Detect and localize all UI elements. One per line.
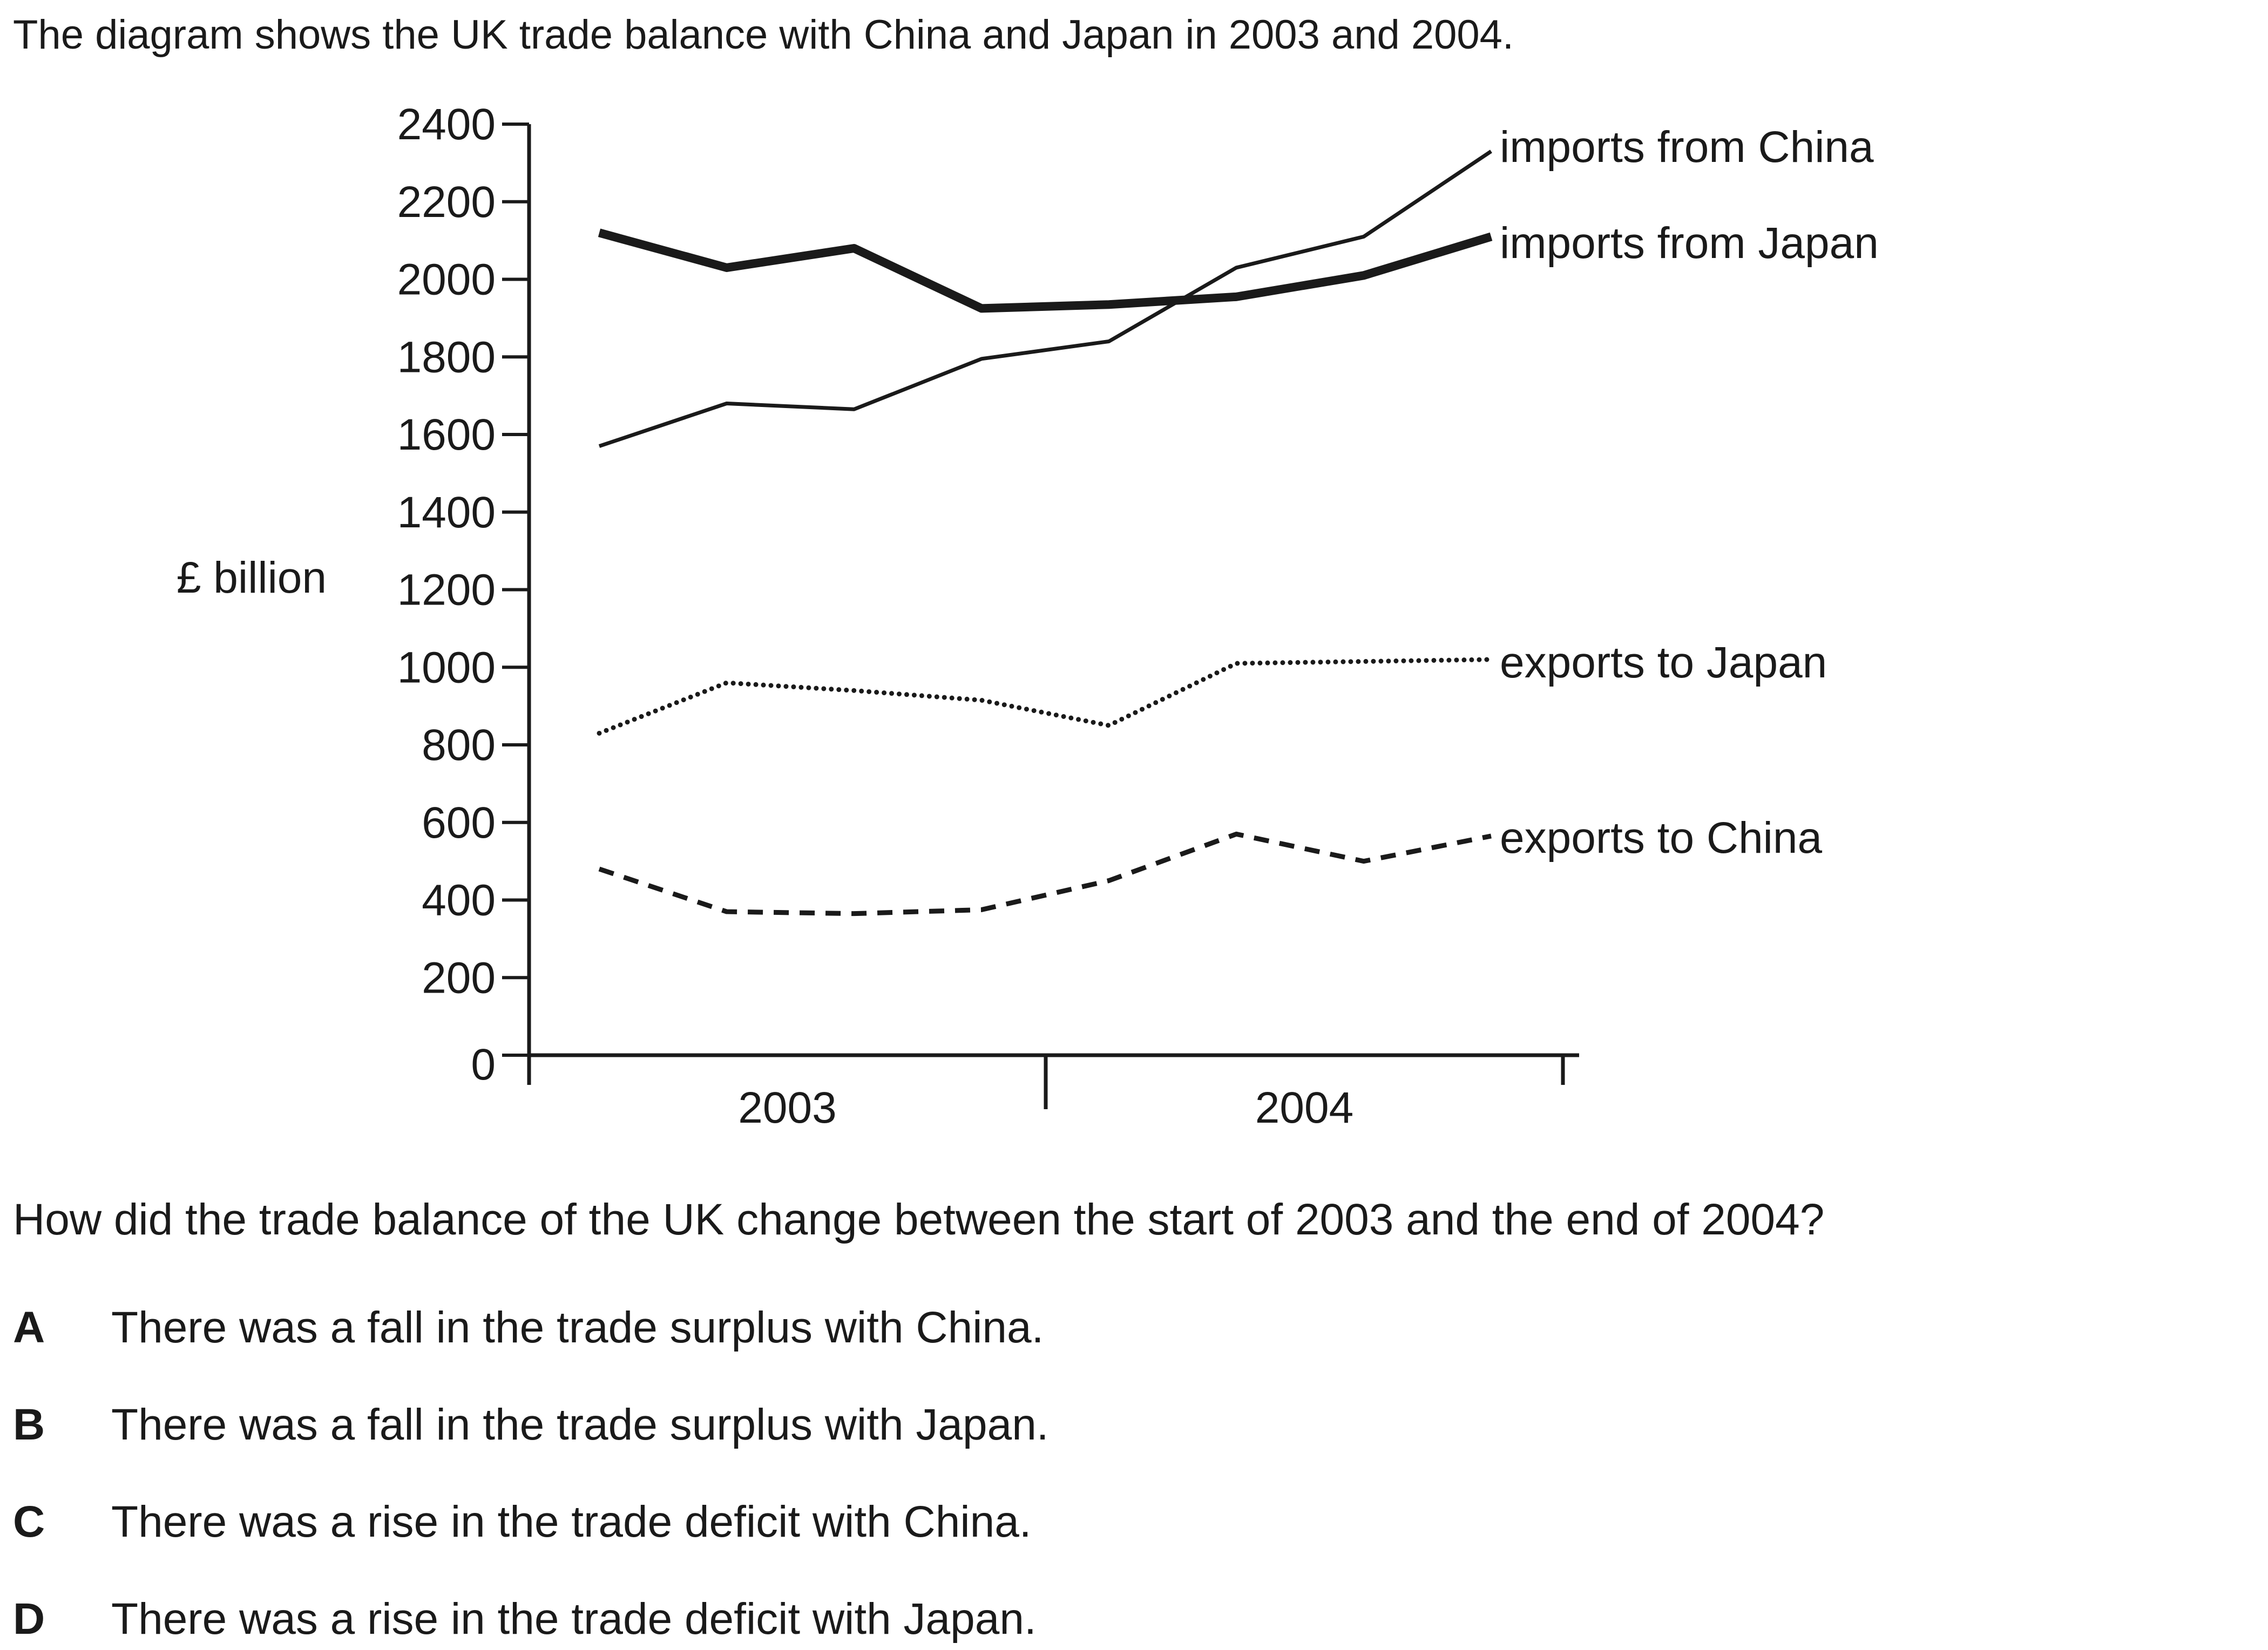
- series-line-exports-to-Japan: [597, 657, 1494, 736]
- y-tick-label: 1800: [397, 332, 496, 382]
- x-year-label: 2004: [1255, 1083, 1353, 1132]
- series-line-imports-from-Japan: [598, 228, 1493, 313]
- y-tick-label: 1400: [397, 488, 496, 537]
- series-lines: [597, 150, 1494, 916]
- option-b-letter: B: [13, 1400, 45, 1449]
- question-text: How did the trade balance of the UK chan…: [13, 1195, 1825, 1244]
- option-a-letter: A: [13, 1303, 45, 1352]
- y-tick-label: 1000: [397, 643, 496, 692]
- option-d-text: There was a rise in the trade deficit wi…: [111, 1594, 1037, 1644]
- series-line-imports-from-China: [598, 150, 1492, 448]
- series-line-exports-to-China: [598, 831, 1492, 916]
- y-tick-label: 1200: [397, 566, 496, 615]
- x-year-label: 2003: [738, 1083, 836, 1132]
- intro-text: The diagram shows the UK trade balance w…: [13, 12, 1514, 58]
- axes: 0 200 400 600 800 1000 1200 1400 1600 1800 2000 220…: [397, 100, 1579, 1132]
- y-tick-label: 400: [422, 876, 496, 925]
- y-axis-label: £ billion: [177, 553, 327, 602]
- option-b-text: There was a fall in the trade surplus wi…: [111, 1400, 1049, 1449]
- option-c-letter: C: [13, 1497, 45, 1546]
- y-tick-label: 2000: [397, 255, 496, 304]
- y-tick-label: 600: [422, 798, 496, 847]
- series-label: exports to China: [1500, 813, 1822, 863]
- option-d-letter: D: [13, 1594, 45, 1644]
- y-tick-label: 1600: [397, 410, 496, 459]
- series-label: imports from China: [1500, 123, 1874, 172]
- y-tick-label: 2400: [397, 100, 496, 149]
- trade-balance-line-chart: £ billion 0 200 400 600 800 1000 1200 1400 1600 1…: [177, 100, 1879, 1132]
- y-tick-label: 800: [422, 721, 496, 770]
- y-tick-label: 200: [422, 953, 496, 1002]
- option-c-text: There was a rise in the trade deficit wi…: [111, 1497, 1032, 1546]
- y-tick-label: 2200: [397, 178, 496, 227]
- series-label: imports from Japan: [1500, 219, 1879, 268]
- option-a-text: There was a fall in the trade surplus wi…: [111, 1303, 1044, 1352]
- series-label: exports to Japan: [1500, 638, 1827, 687]
- series-labels: imports from China imports from Japan expo…: [1500, 123, 1879, 863]
- y-tick-label: 0: [471, 1040, 496, 1089]
